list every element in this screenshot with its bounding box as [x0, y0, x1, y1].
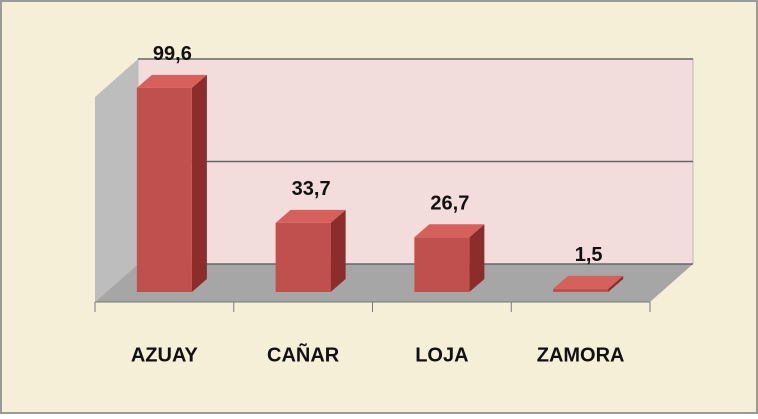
bar-side: [191, 74, 207, 292]
x-tick-label: CAÑAR: [267, 343, 340, 366]
bar-top: [553, 275, 624, 289]
bar-top: [414, 224, 485, 238]
bar: [414, 237, 470, 292]
bar: [275, 222, 331, 292]
value-label: 99,6: [153, 43, 192, 65]
side-wall: [95, 59, 138, 302]
value-label: 1,5: [575, 244, 603, 266]
floor: [95, 264, 693, 302]
x-tick-label: AZUAY: [131, 344, 199, 366]
bar-top: [275, 209, 346, 223]
value-label: 26,7: [430, 193, 469, 215]
value-label: 33,7: [292, 178, 331, 200]
bar: [136, 87, 192, 292]
x-tick-label: LOJA: [415, 344, 468, 366]
bar-side: [330, 209, 346, 292]
bar-side: [469, 224, 485, 292]
bar-side: [608, 275, 624, 292]
bar-top: [136, 74, 207, 88]
x-tick-label: ZAMORA: [537, 344, 625, 366]
bar: [553, 288, 609, 292]
